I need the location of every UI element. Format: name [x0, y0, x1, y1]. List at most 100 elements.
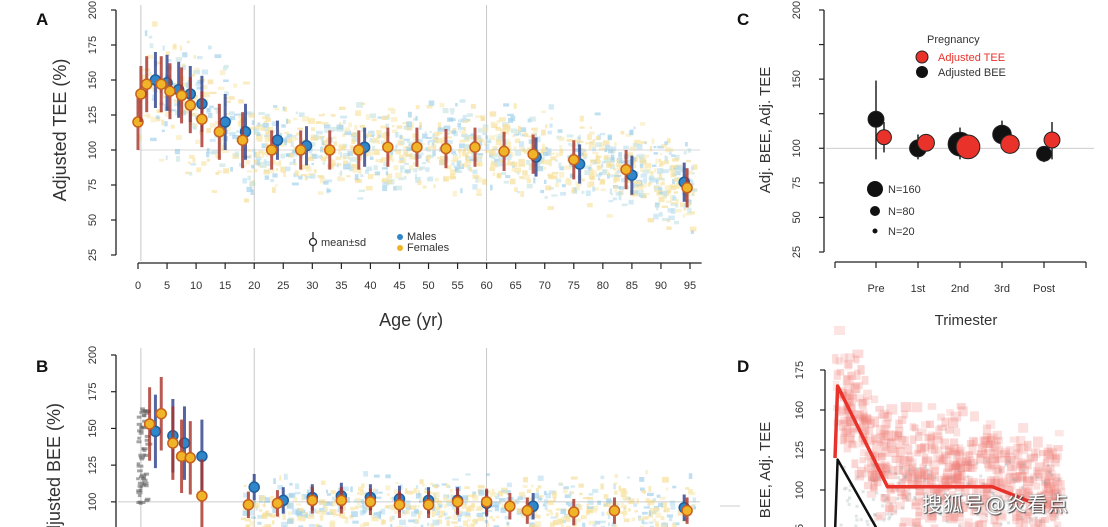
scatter-point — [457, 517, 462, 522]
scatter-point — [437, 503, 441, 507]
scatter-point — [634, 181, 642, 185]
scatter-point — [915, 511, 926, 520]
panel-c-y-tick-label: 75 — [791, 177, 803, 189]
scatter-point — [360, 499, 364, 504]
data-point-females — [422, 499, 435, 511]
scatter-point — [528, 164, 532, 171]
scatter-point — [859, 416, 867, 425]
scatter-point — [1035, 519, 1043, 527]
scatter-point — [645, 470, 648, 475]
scatter-point — [516, 507, 523, 514]
scatter-point — [323, 124, 331, 129]
scatter-point — [1030, 473, 1038, 484]
scatter-point — [506, 138, 510, 143]
scatter-point — [459, 510, 463, 514]
scatter-point — [371, 118, 377, 122]
scatter-point — [383, 161, 388, 167]
scatter-point — [374, 151, 380, 156]
scatter-point — [651, 138, 655, 144]
scatter-point — [848, 496, 852, 500]
scatter-point — [307, 514, 315, 519]
scatter-point — [898, 478, 907, 487]
scatter-point — [378, 134, 382, 138]
scatter-point — [667, 148, 674, 152]
scatter-point — [342, 486, 349, 491]
scatter-point — [319, 499, 326, 505]
scatter-point — [878, 452, 885, 463]
scatter-point — [881, 464, 893, 476]
scatter-point — [506, 521, 510, 527]
scatter-point — [845, 402, 856, 412]
scatter-point — [887, 472, 898, 480]
scatter-point — [688, 491, 696, 496]
scatter-point — [1051, 473, 1061, 482]
scatter-point — [140, 407, 145, 411]
scatter-point — [916, 467, 920, 471]
scatter-point — [318, 507, 322, 511]
scatter-point — [279, 475, 282, 481]
scatter-point — [465, 507, 472, 513]
scatter-point — [956, 403, 966, 410]
scatter-point — [994, 467, 1003, 477]
scatter-point — [393, 165, 399, 171]
scatter-point — [395, 481, 399, 485]
scatter-point — [928, 431, 935, 439]
scatter-point — [848, 488, 852, 492]
scatter-point — [927, 510, 937, 521]
scatter-point — [565, 501, 569, 505]
scatter-point — [936, 486, 944, 495]
scatter-point — [986, 478, 996, 488]
scatter-point — [1003, 486, 1014, 493]
scatter-point — [880, 470, 889, 479]
scatter-point — [603, 494, 609, 500]
scatter-point — [595, 142, 602, 148]
scatter-point — [494, 506, 500, 512]
scatter-point — [966, 464, 975, 472]
scatter-point — [638, 153, 645, 159]
scatter-point — [441, 140, 444, 146]
scatter-point — [875, 405, 884, 412]
scatter-point — [1046, 444, 1053, 454]
scatter-point — [914, 449, 921, 457]
scatter-point — [866, 419, 875, 428]
scatter-point — [648, 175, 654, 181]
scatter-point — [477, 485, 485, 489]
scatter-point — [548, 160, 552, 167]
data-point-females — [155, 78, 167, 90]
scatter-point — [450, 111, 454, 115]
scatter-point — [195, 139, 201, 144]
scatter-point — [410, 505, 417, 510]
scatter-point — [307, 156, 315, 161]
scatter-point — [979, 494, 989, 506]
scatter-point — [476, 161, 483, 167]
scatter-point — [675, 208, 682, 213]
scatter-point — [653, 509, 659, 513]
panel-a-x-tick-label: 85 — [626, 280, 638, 292]
scatter-point — [610, 146, 617, 151]
scatter-point — [674, 164, 679, 171]
scatter-point — [144, 30, 148, 37]
scatter-point — [909, 423, 917, 431]
scatter-point — [360, 483, 365, 488]
scatter-point — [165, 51, 170, 56]
scatter-point — [854, 409, 864, 420]
scatter-point — [476, 512, 484, 518]
scatter-point — [438, 515, 442, 519]
scatter-point — [320, 154, 323, 161]
scatter-point — [336, 164, 339, 167]
scatter-point — [340, 146, 346, 151]
scatter-point — [137, 481, 145, 485]
scatter-point — [523, 151, 530, 154]
scatter-point — [1044, 479, 1051, 489]
panel-d-y-tick-label: 125 — [794, 441, 806, 459]
scatter-point — [913, 477, 922, 486]
scatter-point — [664, 159, 669, 165]
scatter-point — [655, 204, 659, 211]
panel-a-x-axis-title: Age (yr) — [379, 310, 443, 330]
scatter-point — [958, 521, 969, 527]
scatter-point — [892, 430, 902, 442]
scatter-point — [921, 505, 932, 512]
scatter-point — [417, 139, 421, 142]
scatter-point — [962, 493, 966, 497]
scatter-point — [297, 515, 301, 521]
